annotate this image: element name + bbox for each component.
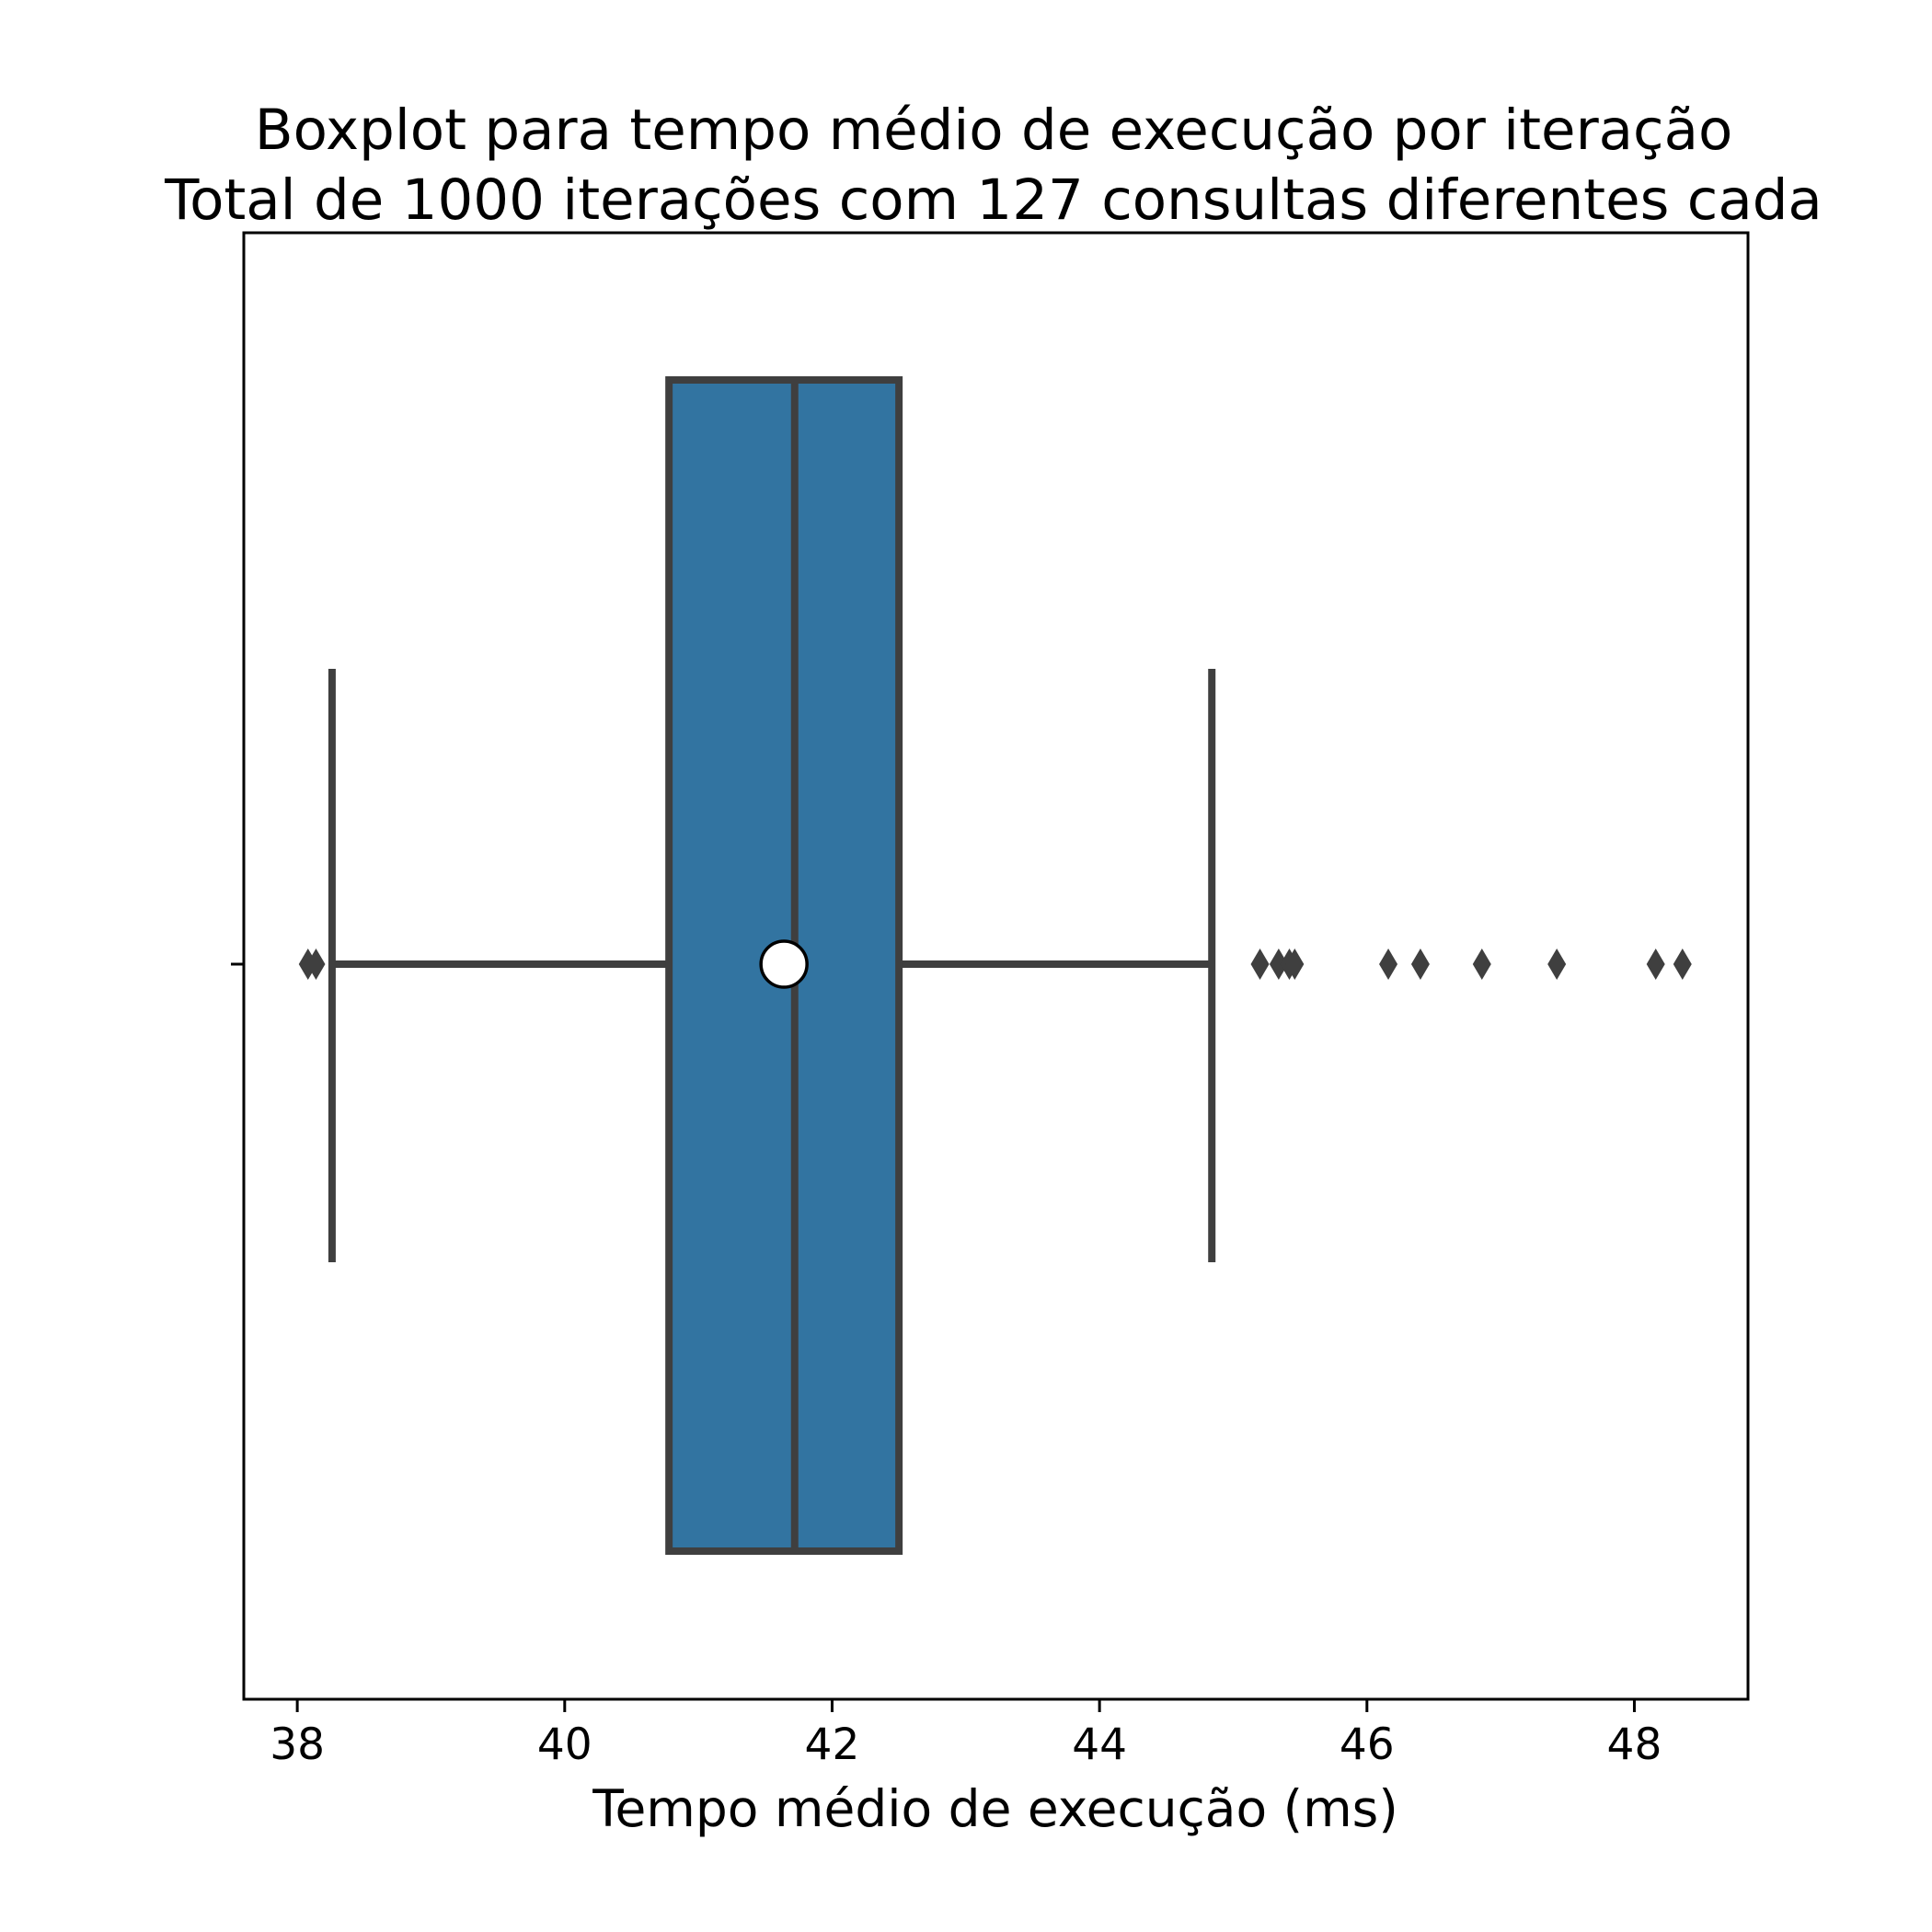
outlier-point: [1250, 949, 1270, 980]
x-tick-label: 40: [537, 1719, 592, 1770]
x-tick-label: 42: [805, 1719, 860, 1770]
outlier-point: [1472, 949, 1491, 980]
x-tick-label: 48: [1607, 1719, 1662, 1770]
x-axis-ticks: 38 40 42 44 46 48: [270, 1699, 1662, 1770]
outlier-point: [1285, 949, 1305, 980]
outlier-point: [1646, 949, 1665, 980]
outlier-point: [1673, 949, 1692, 980]
outlier-point: [1410, 949, 1430, 980]
x-tick-label: 46: [1340, 1719, 1395, 1770]
box-group: [328, 376, 1216, 1555]
x-tick-label: 44: [1072, 1719, 1127, 1770]
chart-title: Boxplot para tempo médio de execução por…: [255, 98, 1733, 163]
outlier-point: [1379, 949, 1398, 980]
chart-subtitle: Total de 1000 iterações com 127 consulta…: [164, 167, 1823, 233]
outlier-point: [1269, 949, 1288, 980]
x-tick-label: 38: [270, 1719, 325, 1770]
outlier-point: [306, 949, 326, 980]
outlier-markers: [298, 949, 1692, 980]
outlier-point: [1547, 949, 1567, 980]
mean-marker: [759, 939, 809, 989]
x-axis-label: Tempo médio de execução (ms): [592, 1779, 1398, 1838]
plot-area-frame: [242, 231, 1750, 1701]
